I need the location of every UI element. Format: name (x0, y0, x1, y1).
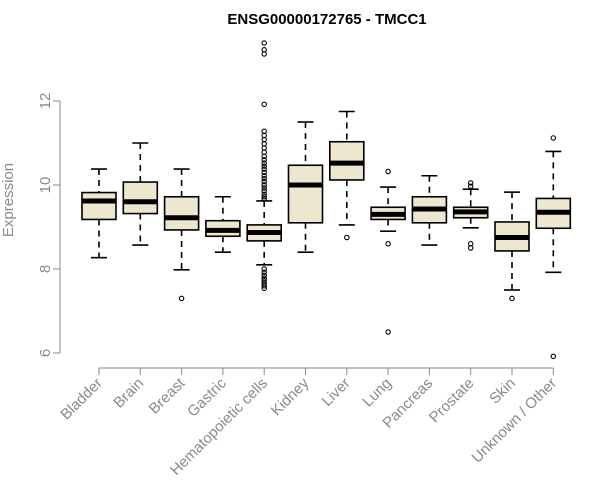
box-group (411, 174, 448, 246)
box-iqr (163, 195, 200, 231)
box-group (535, 135, 572, 360)
outlier-point (550, 353, 557, 360)
y-axis-label: Expression (0, 163, 17, 237)
x-tick-label: Bladder (57, 375, 106, 424)
box-group (205, 195, 241, 253)
outlier-point (550, 135, 557, 141)
outlier-point (261, 169, 267, 176)
box-group (370, 168, 406, 335)
outlier-point (261, 275, 267, 281)
outlier-point (385, 241, 391, 247)
outlier-point (261, 160, 267, 166)
outlier-point (261, 191, 267, 197)
box-group (494, 191, 530, 302)
outlier-point (261, 194, 267, 200)
outlier-point (261, 283, 267, 289)
y-tick-label: 10 (37, 177, 54, 194)
x-tick-label: Brain (110, 375, 147, 412)
x-tick-label: Breast (146, 374, 189, 417)
box-group (452, 180, 489, 251)
boxes-group (81, 40, 572, 360)
outlier-point (261, 178, 267, 185)
box-group (81, 168, 117, 259)
outlier-point (467, 183, 474, 190)
box-group (287, 121, 324, 253)
outlier-point (467, 180, 474, 186)
y-tick-label: 12 (37, 93, 54, 110)
outlier-point (261, 185, 267, 191)
outlier-point (385, 329, 391, 335)
x-tick-label: Lung (359, 375, 395, 411)
outlier-point (178, 295, 185, 302)
outlier-point (261, 40, 267, 46)
outlier-point (261, 153, 267, 160)
outlier-point (261, 269, 267, 276)
box-group (328, 110, 365, 241)
outlier-point (261, 196, 267, 203)
y-tick-label: 8 (37, 265, 54, 273)
outlier-point (261, 266, 267, 272)
outlier-point (261, 51, 267, 57)
box-iqr (81, 191, 117, 221)
outlier-point (261, 163, 267, 169)
outlier-point (261, 175, 267, 182)
y-tick-label: 6 (37, 349, 54, 357)
outlier-point (261, 157, 267, 163)
box-group (163, 168, 200, 302)
x-tick-label: Prostate (426, 375, 478, 427)
y-axis: 6 8 10 12 (37, 93, 61, 357)
outlier-point (467, 245, 474, 251)
x-tick-label: Skin (486, 375, 519, 408)
chart-title: ENSG00000172765 - TMCC1 (227, 11, 426, 28)
outlier-point (385, 168, 391, 175)
outlier-point (261, 188, 267, 194)
x-tick-label: Kidney (268, 374, 313, 419)
x-tick-label: Liver (319, 375, 354, 410)
outlier-point (261, 278, 267, 284)
outlier-point (261, 182, 267, 188)
outlier-point (344, 234, 350, 241)
box-iqr (122, 181, 159, 215)
outlier-point (261, 280, 267, 287)
box-group (122, 142, 159, 246)
outlier-point (261, 285, 267, 292)
outlier-point (261, 272, 267, 279)
box-iqr (287, 164, 324, 224)
outlier-point (261, 101, 267, 108)
outlier-point (261, 173, 267, 179)
box-group (246, 40, 282, 292)
outlier-point (261, 166, 267, 172)
outlier-point (509, 295, 515, 302)
